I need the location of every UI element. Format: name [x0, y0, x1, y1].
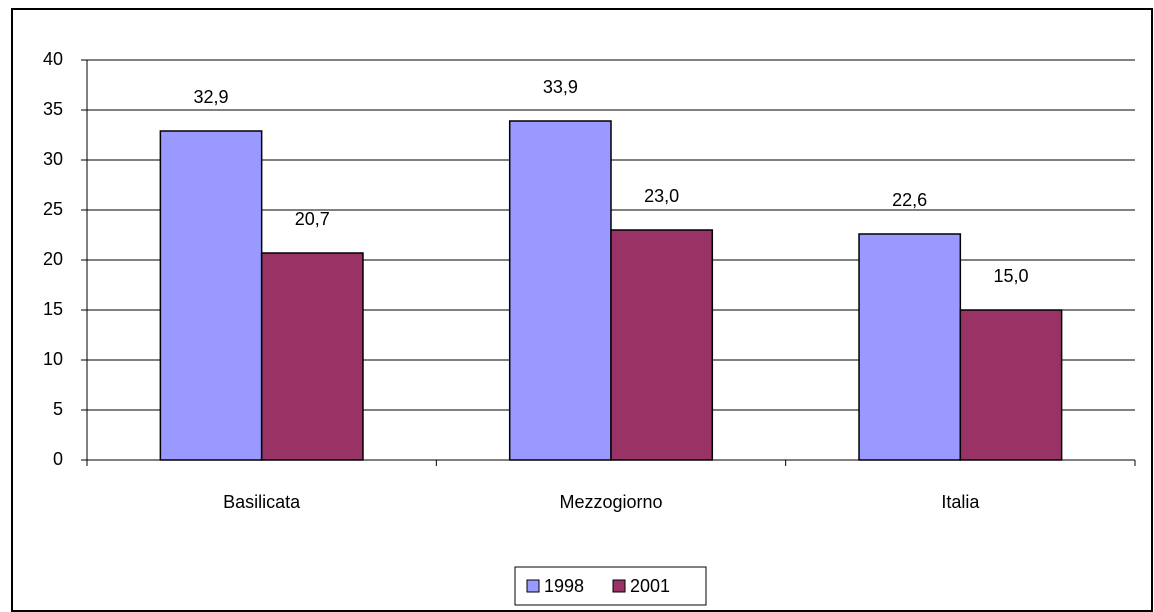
bar: [260, 252, 364, 461]
bar: [858, 233, 962, 461]
x-tick-label: Mezzogiorno: [559, 492, 662, 512]
legend-swatch: [526, 579, 540, 593]
y-tick-label: 5: [53, 399, 63, 419]
y-tick-label: 30: [43, 149, 63, 169]
value-label: 22,6: [892, 190, 927, 210]
legend-box: [514, 566, 707, 606]
bar: [159, 130, 263, 461]
y-tick-label: 10: [43, 349, 63, 369]
bar: [508, 120, 612, 461]
legend-swatch: [612, 579, 626, 593]
y-tick-label: 15: [43, 299, 63, 319]
value-label: 15,0: [993, 266, 1028, 286]
value-label: 20,7: [295, 209, 330, 229]
x-tick-label: Italia: [941, 492, 980, 512]
legend-label: 1998: [544, 576, 584, 596]
y-tick-label: 35: [43, 99, 63, 119]
y-tick-label: 0: [53, 449, 63, 469]
y-tick-label: 25: [43, 199, 63, 219]
value-label: 32,9: [193, 87, 228, 107]
y-tick-label: 20: [43, 249, 63, 269]
bar: [959, 309, 1063, 461]
value-label: 23,0: [644, 186, 679, 206]
x-tick-label: Basilicata: [223, 492, 301, 512]
value-label: 33,9: [543, 77, 578, 97]
y-tick-label: 40: [43, 49, 63, 69]
bar: [610, 229, 714, 461]
legend-label: 2001: [630, 576, 670, 596]
